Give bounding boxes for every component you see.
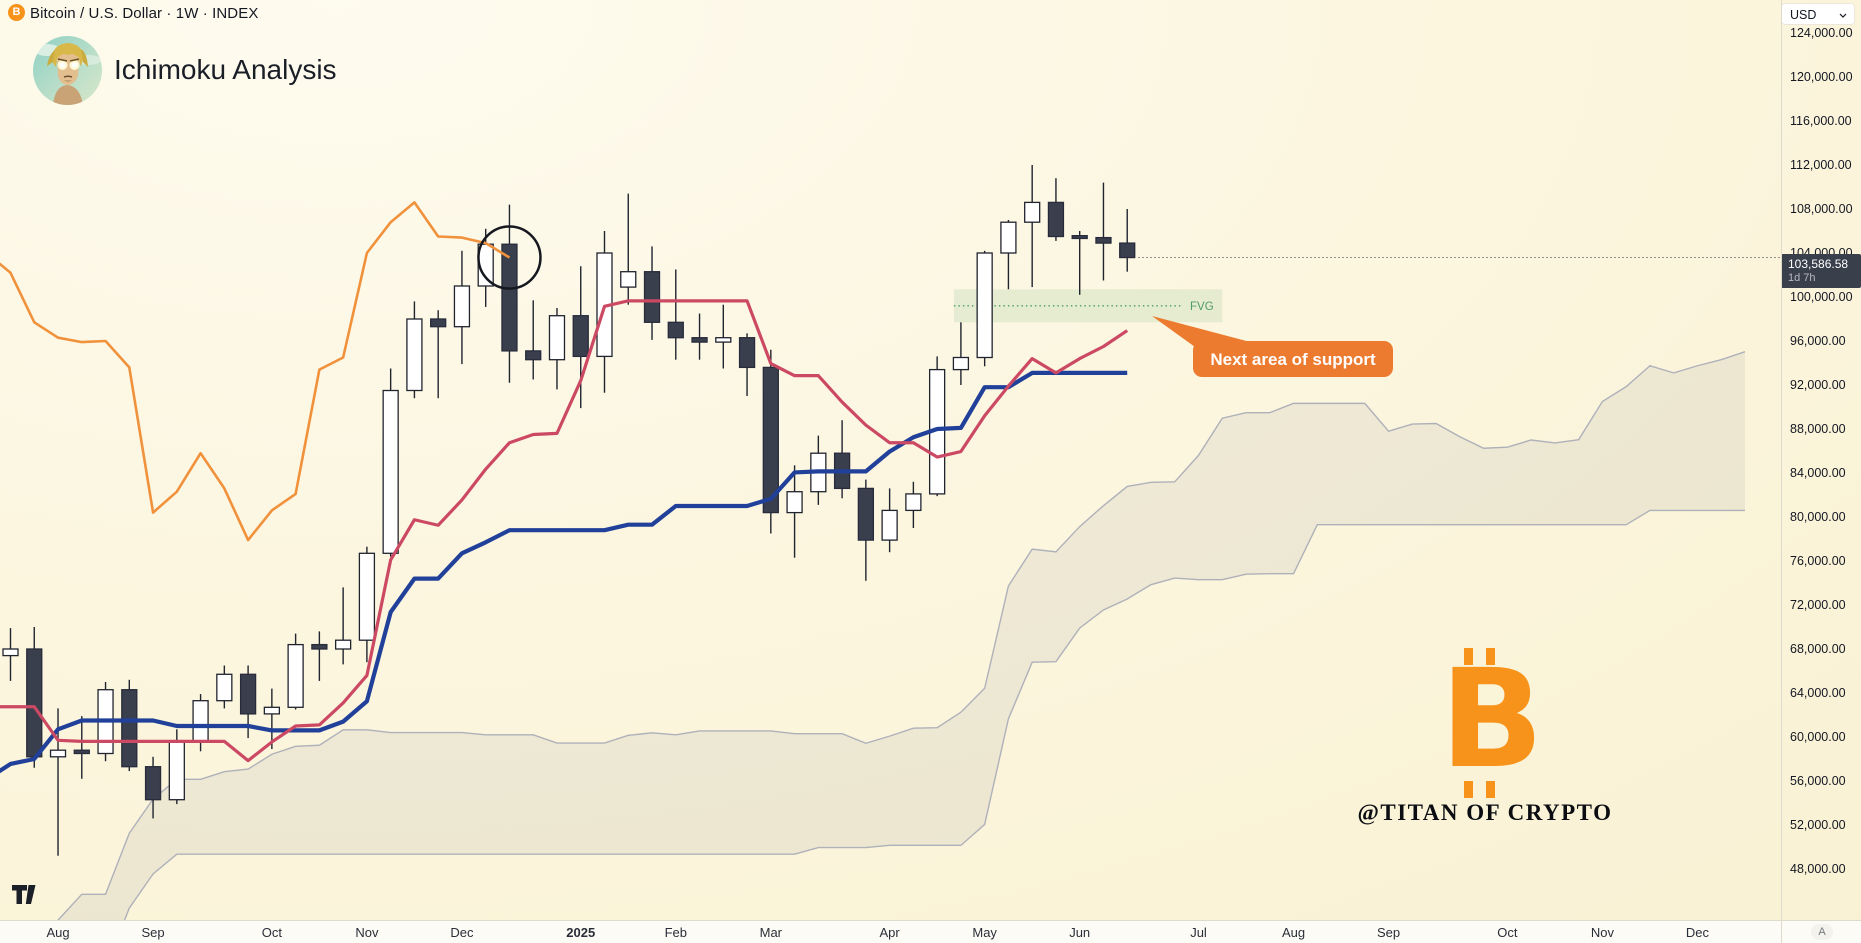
candle	[952, 322, 970, 385]
candle	[26, 627, 43, 768]
candle	[786, 465, 803, 558]
candle	[667, 269, 684, 360]
candle	[762, 349, 779, 534]
candle	[2, 628, 19, 681]
bitcoin-watermark-icon: B	[1440, 641, 1544, 799]
support-callout-text: Next area of support	[1210, 350, 1376, 369]
candle	[881, 488, 898, 553]
time-tick-label: 2025	[566, 925, 596, 940]
bar-countdown: 1d 7h	[1788, 271, 1816, 284]
time-tick-label: Jun	[1069, 925, 1091, 940]
candle	[49, 708, 67, 856]
candle	[525, 300, 542, 380]
time-tick-label: Apr	[879, 925, 900, 940]
candle	[738, 333, 756, 396]
candle	[1071, 231, 1088, 295]
candle	[192, 694, 209, 752]
candle	[905, 481, 922, 528]
candle	[548, 308, 566, 390]
candle	[1119, 209, 1136, 272]
fvg-zone[interactable]	[953, 289, 1223, 323]
time-tick-label: Mar	[759, 925, 783, 940]
candle	[334, 587, 352, 665]
time-tick-label: Dec	[450, 925, 474, 940]
last-price-value: 103,586.58	[1788, 256, 1849, 271]
candle	[976, 250, 993, 367]
time-tick-label: May	[972, 925, 997, 940]
chikou-line	[0, 201, 511, 542]
watermark-handle: @TITAN OF CRYPTO	[1357, 800, 1613, 825]
candle	[1000, 220, 1017, 290]
chevron-down-icon	[1839, 13, 1847, 18]
candle	[263, 688, 281, 750]
time-tick-label: Sep	[141, 925, 165, 940]
tenkan-line	[0, 299, 1129, 763]
candle	[928, 356, 946, 497]
candle	[715, 304, 732, 369]
candle	[430, 310, 447, 399]
time-tick-label: Oct	[1497, 925, 1518, 940]
candle	[1024, 165, 1041, 288]
circle-annotation[interactable]	[477, 225, 542, 290]
candle	[382, 368, 399, 557]
bitcoin-icon: B	[8, 4, 25, 21]
currency-selector[interactable]: USD	[1781, 3, 1855, 25]
fvg-label: FVG	[1190, 301, 1214, 313]
candle	[216, 665, 233, 709]
candle	[144, 756, 162, 819]
candle	[73, 716, 90, 779]
time-tick-label: Jul	[1190, 925, 1207, 940]
candle	[453, 250, 471, 365]
candle	[572, 266, 589, 409]
kijun-line	[0, 370, 1128, 774]
candle	[406, 301, 423, 399]
time-tick-label: Aug	[46, 925, 70, 940]
auto-fit-button[interactable]: A	[1811, 924, 1833, 940]
candle	[311, 631, 328, 681]
avatar	[33, 36, 102, 105]
candle	[643, 246, 661, 340]
candle	[287, 633, 304, 710]
time-tick-label: Nov	[1590, 925, 1614, 940]
senkou-a-line	[57, 351, 1746, 920]
candle	[501, 204, 518, 383]
support-callout[interactable]: Next area of support	[1152, 316, 1393, 377]
time-axis[interactable]: Aug Sep Oct Nov Dec 2025 Feb Mar Apr May Jun Jul Aug…	[0, 920, 1861, 943]
last-price-badge: 103,586.58 1d 7h	[1781, 253, 1861, 288]
candle	[596, 231, 613, 393]
page-title: Ichimoku Analysis	[114, 54, 337, 85]
candle	[121, 679, 138, 772]
axis-separator	[1781, 0, 1782, 943]
time-tick-label: Nov	[355, 925, 379, 940]
time-tick-label: Sep	[1377, 925, 1401, 940]
candle	[358, 546, 376, 663]
candle	[691, 313, 708, 360]
candle	[833, 420, 851, 499]
candle	[857, 479, 875, 581]
time-tick-label: Aug	[1281, 925, 1306, 940]
senkou-b-line	[123, 509, 1745, 920]
candle	[1095, 182, 1112, 281]
candle	[620, 193, 637, 305]
symbol-legend[interactable]: Bitcoin / U.S. Dollar · 1W · INDEX	[30, 5, 259, 22]
time-tick-label: Oct	[261, 925, 282, 940]
currency-value: USD	[1790, 8, 1817, 22]
candle	[1047, 178, 1065, 241]
chart-pane[interactable]: FVG Next area of support	[0, 165, 1781, 943]
time-tick-label: Feb	[664, 925, 687, 940]
time-tick-label: Dec	[1685, 925, 1710, 940]
ichimoku-cloud	[58, 351, 1745, 920]
tradingview-logo[interactable]	[12, 885, 40, 904]
